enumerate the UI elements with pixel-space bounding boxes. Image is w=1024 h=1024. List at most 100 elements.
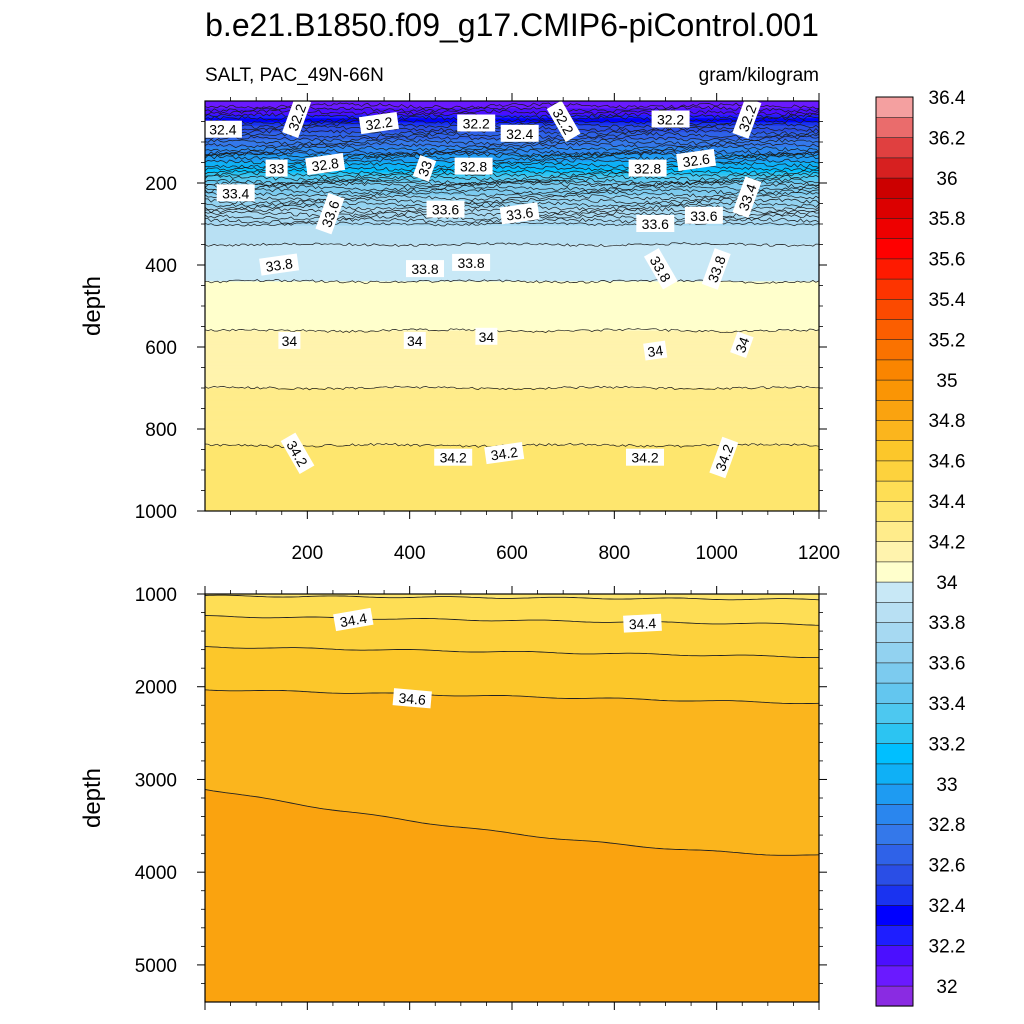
salinity-band [205,483,819,486]
salinity-band [205,114,819,117]
salinity-band [205,145,819,147]
salinity-band [205,427,819,429]
contour-label-box [392,688,432,709]
salinity-band [205,121,819,123]
colorbar-swatch [875,399,914,421]
salinity-band [205,364,819,366]
salinity-band [205,261,819,264]
colorbar-tick-label: 33 [936,775,957,796]
contour-line [205,328,819,334]
salinity-band [205,297,819,300]
salinity-band [205,505,819,507]
salinity-band [205,270,819,273]
salinity-band [205,187,819,190]
colorbar-tick-label: 33.2 [929,734,966,755]
salinity-band [205,410,819,413]
salinity-band [205,173,819,176]
lower-panel-contour-labels: 34.4 34.4 34.6 [333,607,662,709]
contour-line [205,385,819,391]
contour-label-box [684,206,723,224]
salinity-band [205,594,819,600]
salinity-band [205,481,819,483]
colorbar-swatch [875,480,914,502]
salinity-band [205,296,819,298]
salinity-band [205,165,819,168]
contour-label: 34.4 [333,607,374,632]
contour-label-text: 33.6 [505,204,534,224]
salinity-band [205,422,819,424]
salinity-band [205,289,819,292]
salinity-band [205,426,819,428]
salinity-band [205,265,819,268]
salinity-band [205,160,819,163]
salinity-band [205,405,819,407]
contour-label: 33 [265,159,288,177]
salinity-band [205,477,819,479]
salinity-band [205,177,819,179]
salinity-band [205,334,819,337]
contour-label-box [701,248,731,290]
salinity-band [205,230,819,232]
salinity-band [205,192,819,194]
colorbar-swatch [875,945,914,967]
salinity-band [205,461,819,464]
colorbar-tick-label: 32.8 [929,815,966,836]
salinity-band [205,479,819,481]
salinity-band [205,169,819,172]
salinity-band [205,465,819,468]
salinity-band [205,406,819,409]
salinity-band [205,161,819,164]
salinity-band [205,296,819,299]
salinity-band [205,307,819,310]
salinity-band [205,147,819,150]
salinity-band [205,486,819,488]
salinity-band [205,439,819,442]
colorbar: 32 32.2 32.4 32.6 32.8 33 33.2 33.4 33.6 33.8 34 34… [875,88,966,1007]
salinity-band [205,320,819,323]
contour-label-text: 34.2 [490,444,519,464]
contour-label-box [454,157,493,175]
salinity-band [205,194,819,196]
salinity-band [205,277,819,279]
salinity-band [205,415,819,417]
contour-label-box [315,192,345,235]
colorbar-tick-label: 36 [936,169,957,190]
salinity-band [205,192,819,195]
salinity-band [205,239,819,241]
salinity-band [205,376,819,378]
salinity-band [205,317,819,319]
salinity-band [205,500,819,502]
contour-line [205,115,819,123]
contour-label-box [265,159,288,177]
salinity-band [205,157,819,159]
colorbar-swatch [875,823,914,846]
contour-label-box [546,100,581,142]
salinity-band [205,390,819,392]
contour-label-box [333,607,374,632]
lower-panel-contour-lines [205,594,819,856]
salinity-band [205,274,819,276]
contour-label-box [709,436,739,479]
colorbar-swatch [875,116,914,138]
salinity-band [205,288,819,291]
salinity-band [205,379,819,382]
salinity-band [205,417,819,419]
colorbar-swatch [875,520,914,543]
colorbar-swatch [875,359,914,381]
y-tick-label: 2000 [135,678,177,699]
colorbar-swatch [875,904,914,926]
colorbar-swatch [875,985,914,1007]
salinity-band [205,150,819,152]
contour-label: 32.4 [203,120,242,138]
salinity-band [205,166,819,169]
salinity-band [205,328,819,330]
contour-line [205,184,819,192]
colorbar-swatch [875,743,914,765]
contour-label-text: 34 [646,342,664,360]
salinity-band [205,256,819,259]
colorbar-swatch [875,440,914,462]
salinity-band [205,377,819,379]
lower-panel-axes: 1000 2000 3000 4000 5000 [135,585,827,1010]
salinity-band [205,497,819,499]
salinity-band [205,406,819,408]
